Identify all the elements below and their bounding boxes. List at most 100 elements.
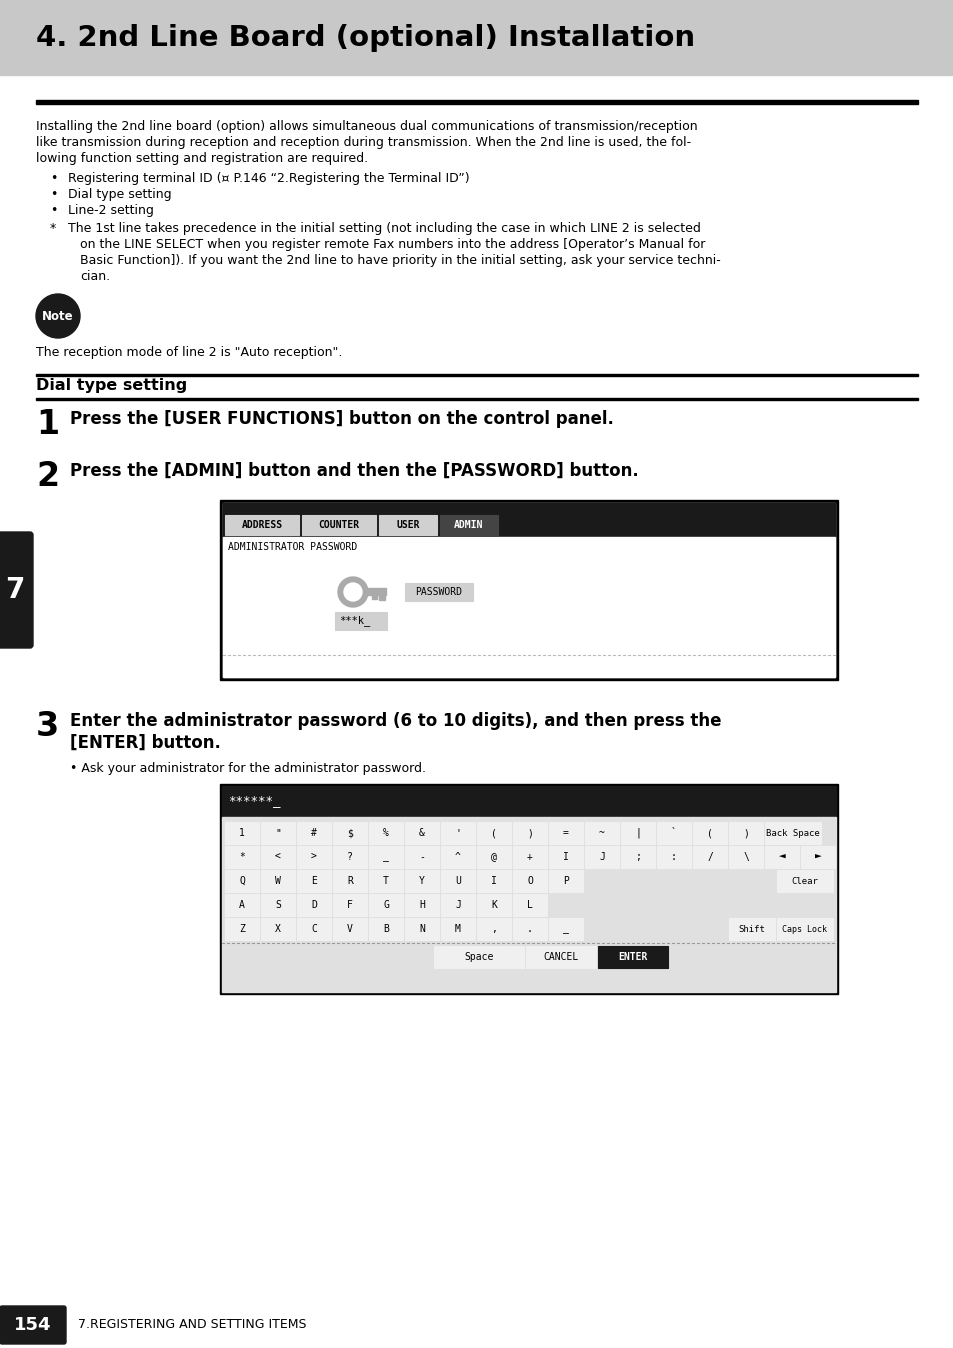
Circle shape <box>344 582 361 601</box>
Text: B: B <box>383 923 389 934</box>
Bar <box>0 0 953 75</box>
Text: H: H <box>418 900 424 910</box>
Text: Caps Lock: Caps Lock <box>781 925 826 934</box>
Bar <box>261 847 294 868</box>
Text: Dial type setting: Dial type setting <box>68 187 172 201</box>
Bar <box>405 822 438 844</box>
Text: lowing function setting and registration are required.: lowing function setting and registration… <box>36 152 368 164</box>
Bar <box>223 503 834 677</box>
Text: ENTER: ENTER <box>618 952 647 962</box>
Text: |: | <box>635 828 640 838</box>
Bar <box>728 822 762 844</box>
Bar <box>584 822 618 844</box>
Text: on the LINE SELECT when you register remote Fax numbers into the address [Operat: on the LINE SELECT when you register rem… <box>80 239 704 251</box>
Text: C: C <box>311 923 316 934</box>
Bar <box>476 822 511 844</box>
Text: ADDRESS: ADDRESS <box>241 520 282 530</box>
Text: T: T <box>383 876 389 886</box>
Bar <box>220 500 837 679</box>
Text: *: * <box>50 222 56 235</box>
Bar <box>584 847 618 868</box>
Text: Z: Z <box>239 923 245 934</box>
Bar <box>378 515 436 535</box>
Bar <box>405 847 438 868</box>
Bar <box>548 847 582 868</box>
Bar <box>476 894 511 917</box>
Bar <box>223 503 834 537</box>
Bar <box>222 817 835 992</box>
Text: >: > <box>311 852 316 861</box>
Text: ►: ► <box>814 852 821 861</box>
Bar <box>475 582 624 601</box>
Bar <box>440 894 475 917</box>
Text: J: J <box>455 900 460 910</box>
Text: %: % <box>383 828 389 838</box>
Text: (: ( <box>706 828 712 838</box>
Text: J: J <box>598 852 604 861</box>
Bar <box>335 612 387 630</box>
Bar <box>369 894 402 917</box>
Bar <box>222 786 835 816</box>
Text: COUNTER: COUNTER <box>318 520 359 530</box>
FancyBboxPatch shape <box>0 532 33 648</box>
Text: E: E <box>311 876 316 886</box>
Bar <box>223 537 834 677</box>
Bar <box>296 847 331 868</box>
Text: Line-2 setting: Line-2 setting <box>68 204 153 217</box>
Text: -: - <box>418 852 424 861</box>
Text: 3: 3 <box>36 710 59 743</box>
Text: W: W <box>274 876 280 886</box>
Text: +: + <box>526 852 533 861</box>
Bar <box>261 869 294 892</box>
Text: O: O <box>526 876 533 886</box>
Bar <box>369 869 402 892</box>
Bar <box>296 822 331 844</box>
Text: Note: Note <box>42 310 73 322</box>
Text: 1: 1 <box>36 408 59 441</box>
Text: Press the [ADMIN] button and then the [PASSWORD] button.: Press the [ADMIN] button and then the [P… <box>70 462 639 480</box>
Text: ADMIN: ADMIN <box>454 520 483 530</box>
Bar <box>440 847 475 868</box>
Text: Basic Function]). If you want the 2nd line to have priority in the initial setti: Basic Function]). If you want the 2nd li… <box>80 253 720 267</box>
Text: [ENTER] button.: [ENTER] button. <box>70 735 221 752</box>
Bar <box>369 847 402 868</box>
Bar <box>728 847 762 868</box>
Bar <box>296 918 331 940</box>
Bar <box>548 869 582 892</box>
Text: Q: Q <box>239 876 245 886</box>
Text: (: ( <box>491 828 497 838</box>
Bar <box>296 894 331 917</box>
Bar <box>620 822 655 844</box>
Text: F: F <box>347 900 353 910</box>
Bar <box>620 847 655 868</box>
Circle shape <box>36 294 80 338</box>
Bar <box>476 869 511 892</box>
Bar <box>548 918 582 940</box>
Bar <box>692 822 726 844</box>
Text: Press the [USER FUNCTIONS] button on the control panel.: Press the [USER FUNCTIONS] button on the… <box>70 410 613 429</box>
Text: The 1st line takes precedence in the initial setting (not including the case in : The 1st line takes precedence in the ini… <box>68 222 700 235</box>
Text: like transmission during reception and reception during transmission. When the 2: like transmission during reception and r… <box>36 136 690 150</box>
Bar <box>369 918 402 940</box>
Bar <box>36 100 917 104</box>
Bar <box>369 822 402 844</box>
Text: I: I <box>562 852 568 861</box>
Bar <box>598 946 667 968</box>
Text: X: X <box>274 923 280 934</box>
Text: •: • <box>50 204 57 217</box>
Text: 1: 1 <box>239 828 245 838</box>
Text: G: G <box>383 900 389 910</box>
Text: L: L <box>526 900 533 910</box>
Text: &: & <box>418 828 424 838</box>
Text: Dial type setting: Dial type setting <box>36 377 187 394</box>
Text: ': ' <box>455 828 460 838</box>
Text: ******_: ******_ <box>228 794 280 807</box>
Bar <box>513 918 546 940</box>
Bar <box>513 847 546 868</box>
Bar <box>513 869 546 892</box>
Text: CANCEL: CANCEL <box>543 952 578 962</box>
Bar <box>333 847 367 868</box>
Text: P: P <box>562 876 568 886</box>
Text: @: @ <box>491 852 497 861</box>
Bar <box>513 894 546 917</box>
